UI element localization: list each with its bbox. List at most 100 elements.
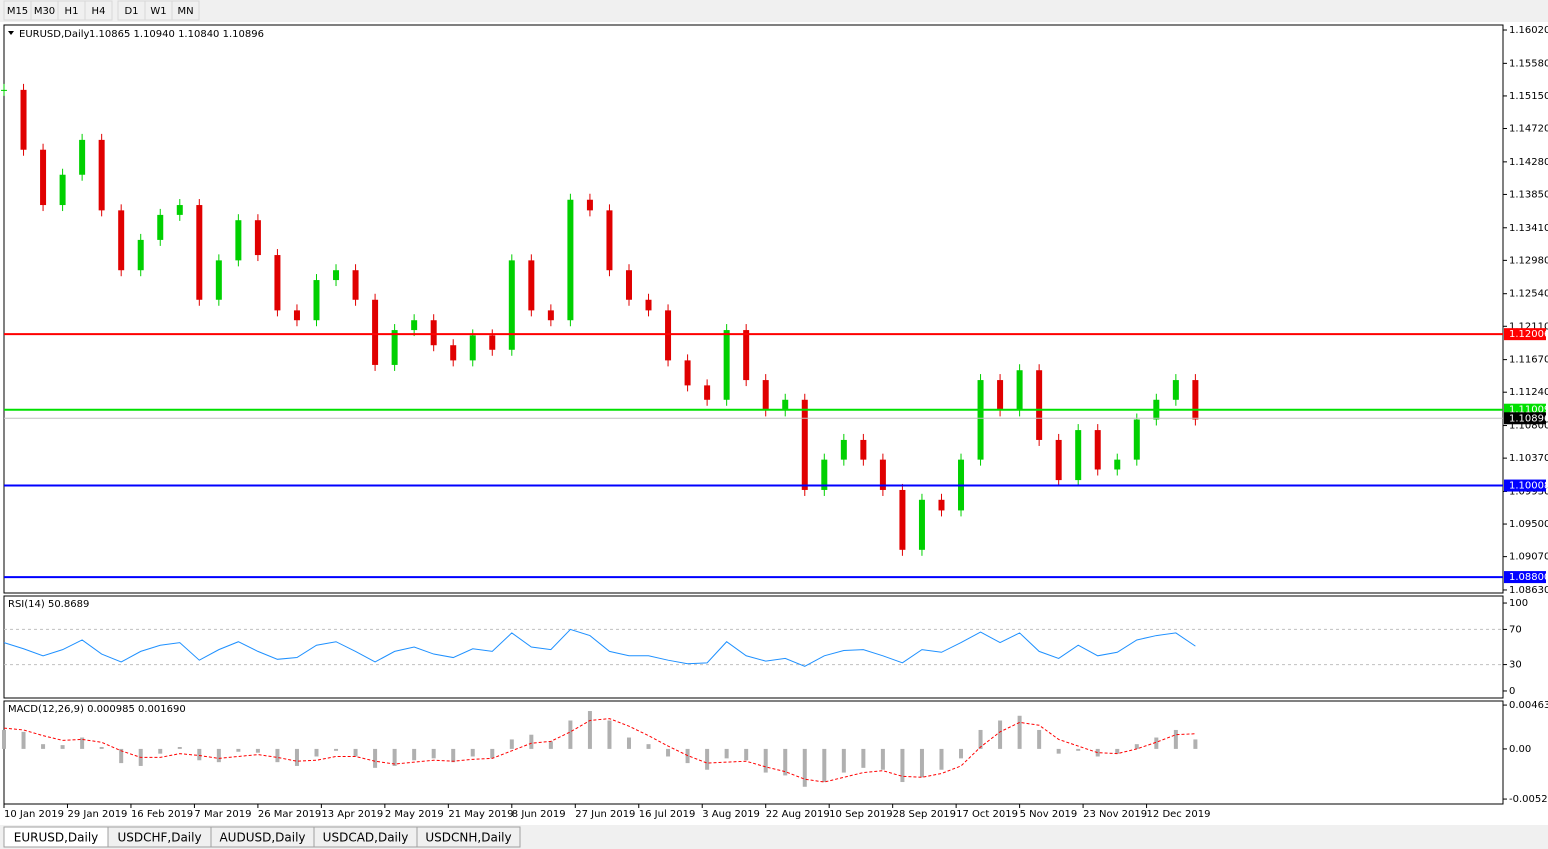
x-tick-label: 3 Aug 2019: [702, 809, 760, 820]
x-tick-label: 21 May 2019: [448, 809, 513, 820]
level-label: 1.08800: [1509, 572, 1548, 583]
macd-bar: [763, 748, 768, 773]
macd-bar: [80, 737, 85, 749]
tab-label[interactable]: USDCAD,Daily: [323, 831, 409, 845]
macd-bar: [490, 748, 495, 759]
level-label: 1.12006: [1509, 329, 1548, 340]
macd-bar: [939, 748, 944, 770]
timeframe-label[interactable]: H4: [92, 6, 106, 17]
timeframe-button[interactable]: [171, 0, 200, 21]
x-tick-label: 5 Nov 2019: [1020, 809, 1078, 820]
x-tick-label: 7 Mar 2019: [194, 809, 251, 820]
candle-body: [313, 280, 320, 321]
timeframe-button[interactable]: [84, 0, 113, 21]
timeframe-label[interactable]: MN: [177, 6, 193, 17]
candle-body: [918, 499, 925, 550]
x-tick-label: 28 Sep 2019: [893, 809, 956, 820]
candle-body: [1075, 430, 1082, 481]
signal-line: [3, 718, 1196, 783]
macd-bar: [568, 720, 573, 749]
macd-bar: [451, 748, 456, 763]
macd-bar: [626, 737, 631, 749]
rsi-line: [3, 628, 1196, 667]
macd-bar: [509, 739, 514, 749]
tab[interactable]: [416, 826, 521, 848]
macd-bar: [783, 748, 788, 776]
x-tick-label: 26 Mar 2019: [258, 809, 321, 820]
macd-bar: [802, 748, 807, 787]
candle-body: [215, 260, 222, 300]
y-tick-label: 1.10800: [1509, 421, 1548, 432]
macd-bar: [294, 748, 299, 766]
candle-body: [40, 149, 47, 206]
candle-body: [1133, 419, 1140, 460]
candle-body: [59, 174, 66, 206]
macd-bar: [412, 748, 417, 761]
y-tick-label: 1.09070: [1509, 552, 1548, 563]
timeframe-label[interactable]: M15: [7, 6, 28, 17]
timeframe-label[interactable]: D1: [124, 6, 138, 17]
timeframe-label[interactable]: M30: [34, 6, 55, 17]
macd-bar: [841, 748, 846, 773]
macd-bar: [724, 748, 729, 759]
timeframe-label[interactable]: W1: [150, 6, 166, 17]
candle-body: [372, 299, 379, 365]
candle-body: [1, 89, 7, 91]
macd-bar: [21, 731, 26, 749]
macd-bar: [978, 729, 983, 749]
candle-body: [665, 310, 672, 361]
macd-bar: [1115, 748, 1120, 754]
candle-body: [508, 260, 515, 350]
macd-bar: [236, 748, 241, 752]
macd-bar: [314, 748, 319, 757]
macd-bar: [99, 747, 104, 749]
candle-body: [977, 380, 984, 460]
candle-body: [157, 214, 164, 240]
candle-body: [840, 439, 847, 460]
macd-bar: [666, 748, 671, 757]
y-tick-label: 1.08630: [1509, 585, 1548, 596]
candle-body: [821, 459, 828, 490]
candle-body: [196, 205, 203, 300]
candle-body: [489, 335, 496, 350]
y-tick-label: 30: [1509, 660, 1522, 671]
y-tick-label: 1.15580: [1509, 58, 1548, 69]
candle-body: [469, 335, 476, 361]
candle-body: [176, 205, 183, 215]
candle-body: [801, 399, 808, 490]
macd-bar: [158, 748, 163, 754]
macd-bar: [177, 747, 182, 749]
candle-body: [411, 320, 418, 331]
tab-label[interactable]: USDCHF,Daily: [117, 831, 201, 845]
macd-bar: [900, 748, 905, 783]
candle-body: [586, 199, 593, 211]
level-box: [1504, 479, 1546, 492]
macd-bar: [373, 748, 378, 768]
y-tick-label: 0.00: [1509, 744, 1531, 755]
candle-body: [762, 380, 769, 411]
candle-body: [391, 330, 398, 365]
pane-title: RSI(14) 50.8689: [8, 599, 89, 610]
y-tick-label: 1.15150: [1509, 91, 1548, 102]
macd-bar: [1017, 715, 1022, 749]
timeframe-label[interactable]: H1: [65, 6, 79, 17]
level-label: 1.11009: [1509, 405, 1548, 416]
candle-body: [528, 260, 535, 311]
macd-bar: [119, 748, 124, 764]
candle-body: [860, 439, 867, 460]
candle-body: [743, 330, 750, 381]
macd-bar: [880, 748, 885, 770]
tab-label[interactable]: EURUSD,Daily: [14, 831, 99, 845]
candle-body: [137, 239, 144, 271]
tab-label[interactable]: AUDUSD,Daily: [219, 831, 305, 845]
y-tick-label: 1.12980: [1509, 255, 1548, 266]
y-tick-label: 1.12110: [1509, 321, 1548, 332]
macd-bar: [275, 748, 280, 763]
candle-body: [333, 270, 340, 281]
tab-label[interactable]: USDCNH,Daily: [425, 831, 511, 845]
candle-body: [1114, 459, 1121, 470]
y-tick-label: 1.13410: [1509, 223, 1548, 234]
candle-body: [79, 139, 86, 175]
